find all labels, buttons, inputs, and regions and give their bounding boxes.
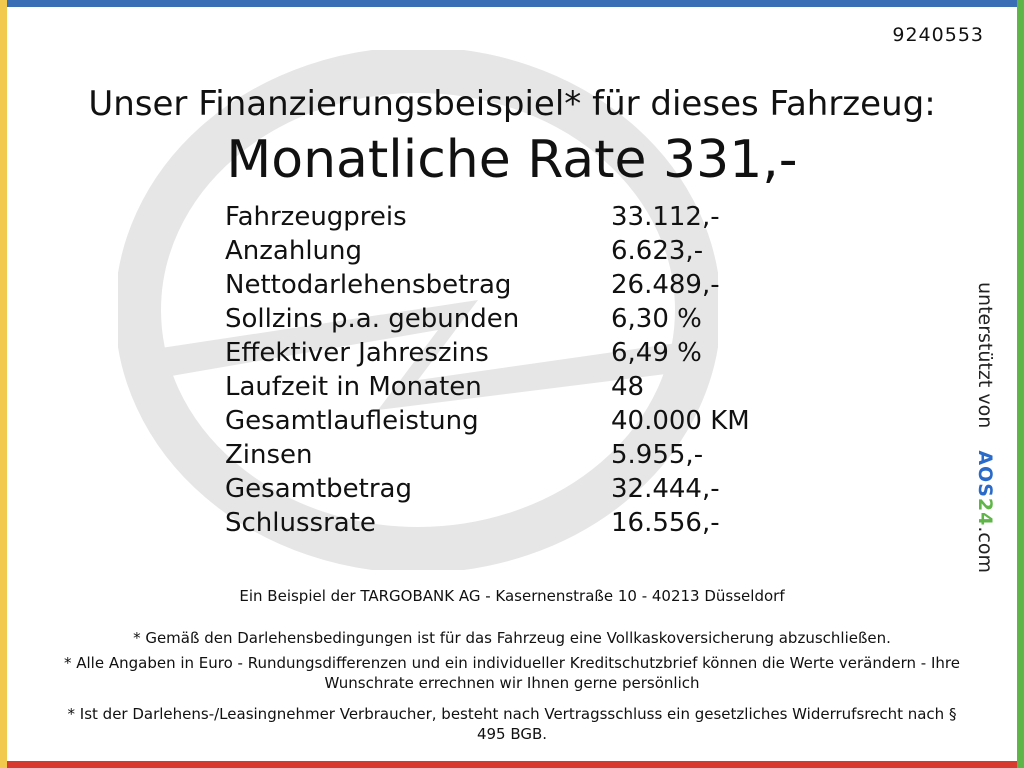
top-color-bar <box>0 0 1024 7</box>
detail-row: Zinsen 5.955,- <box>225 438 785 472</box>
detail-row: Anzahlung 6.623,- <box>225 234 785 268</box>
opel-blitz-logo-icon <box>118 50 718 570</box>
detail-row: Effektiver Jahreszins 6,49 % <box>225 336 785 370</box>
detail-label: Fahrzeugpreis <box>225 202 407 232</box>
detail-row: Gesamtlaufleistung 40.000 KM <box>225 404 785 438</box>
detail-label: Sollzins p.a. gebunden <box>225 304 520 334</box>
detail-value: 16.556,- <box>611 508 720 538</box>
detail-label: Zinsen <box>225 440 313 470</box>
reference-number: 9240553 <box>892 24 984 46</box>
sponsor-brand-a: AOS <box>974 450 996 498</box>
detail-label: Laufzeit in Monaten <box>225 372 482 402</box>
disclaimer-withdrawal: * Ist der Darlehens-/Leasingnehmer Verbr… <box>67 705 957 743</box>
sponsor-prefix: unterstützt von <box>974 282 996 429</box>
detail-label: Effektiver Jahreszins <box>225 338 489 368</box>
bottom-color-bar <box>0 761 1024 768</box>
detail-label: Schlussrate <box>225 508 376 538</box>
detail-label: Gesamtlaufleistung <box>225 406 479 436</box>
detail-label: Nettodarlehensbetrag <box>225 270 512 300</box>
finance-details-table: Fahrzeugpreis 33.112,- Anzahlung 6.623,-… <box>225 200 785 540</box>
detail-value: 40.000 KM <box>611 406 750 436</box>
sponsor-brand-b: 24 <box>974 497 996 527</box>
left-color-bar <box>0 0 7 768</box>
detail-value: 48 <box>611 372 645 402</box>
detail-label: Gesamtbetrag <box>225 474 412 504</box>
disclaimer-insurance: * Gemäß den Darlehensbedingungen ist für… <box>133 629 891 647</box>
detail-row: Nettodarlehensbetrag 26.489,- <box>225 268 785 302</box>
right-color-bar <box>1017 0 1024 768</box>
detail-row: Gesamtbetrag 32.444,- <box>225 472 785 506</box>
detail-row: Schlussrate 16.556,- <box>225 506 785 540</box>
detail-value: 5.955,- <box>611 440 704 470</box>
monthly-rate: Monatliche Rate 331,- <box>226 130 798 190</box>
detail-value: 33.112,- <box>611 202 720 232</box>
detail-row: Sollzins p.a. gebunden 6,30 % <box>225 302 785 336</box>
detail-label: Anzahlung <box>225 236 363 266</box>
detail-value: 6,49 % <box>611 338 702 368</box>
bank-info: Ein Beispiel der TARGOBANK AG - Kasernen… <box>239 587 785 605</box>
detail-row: Fahrzeugpreis 33.112,- <box>225 200 785 234</box>
detail-value: 32.444,- <box>611 474 720 504</box>
detail-value: 6,30 % <box>611 304 702 334</box>
headline: Unser Finanzierungsbeispiel* für dieses … <box>88 84 936 124</box>
detail-value: 26.489,- <box>611 270 720 300</box>
sponsor-suffix: .com <box>974 526 996 573</box>
detail-row: Laufzeit in Monaten 48 <box>225 370 785 404</box>
disclaimer-euro: * Alle Angaben in Euro - Rundungsdiffere… <box>63 654 960 692</box>
sponsor-credit: unterstützt von AOS24.com <box>974 282 996 573</box>
detail-value: 6.623,- <box>611 236 704 266</box>
